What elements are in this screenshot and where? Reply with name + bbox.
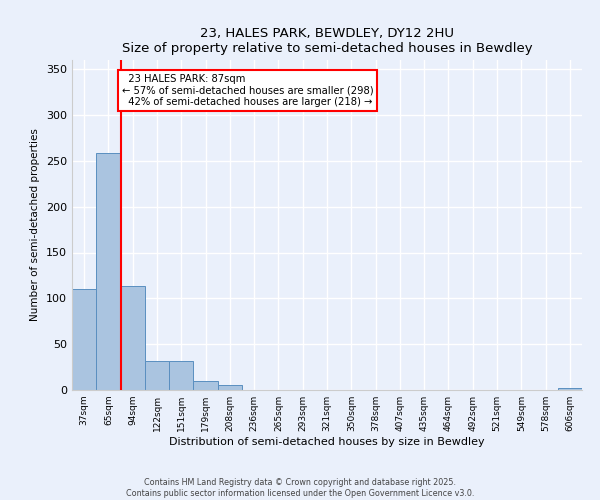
X-axis label: Distribution of semi-detached houses by size in Bewdley: Distribution of semi-detached houses by … <box>169 437 485 447</box>
Bar <box>193 381 218 390</box>
Bar <box>121 286 145 390</box>
Bar <box>558 388 582 390</box>
Text: Contains HM Land Registry data © Crown copyright and database right 2025.
Contai: Contains HM Land Registry data © Crown c… <box>126 478 474 498</box>
Bar <box>145 360 169 390</box>
Text: 23 HALES PARK: 87sqm
← 57% of semi-detached houses are smaller (298)
  42% of se: 23 HALES PARK: 87sqm ← 57% of semi-detac… <box>122 74 373 107</box>
Bar <box>169 360 193 390</box>
Bar <box>72 289 96 390</box>
Bar <box>96 154 121 390</box>
Bar <box>218 386 242 390</box>
Y-axis label: Number of semi-detached properties: Number of semi-detached properties <box>31 128 40 322</box>
Title: 23, HALES PARK, BEWDLEY, DY12 2HU
Size of property relative to semi-detached hou: 23, HALES PARK, BEWDLEY, DY12 2HU Size o… <box>122 26 532 54</box>
